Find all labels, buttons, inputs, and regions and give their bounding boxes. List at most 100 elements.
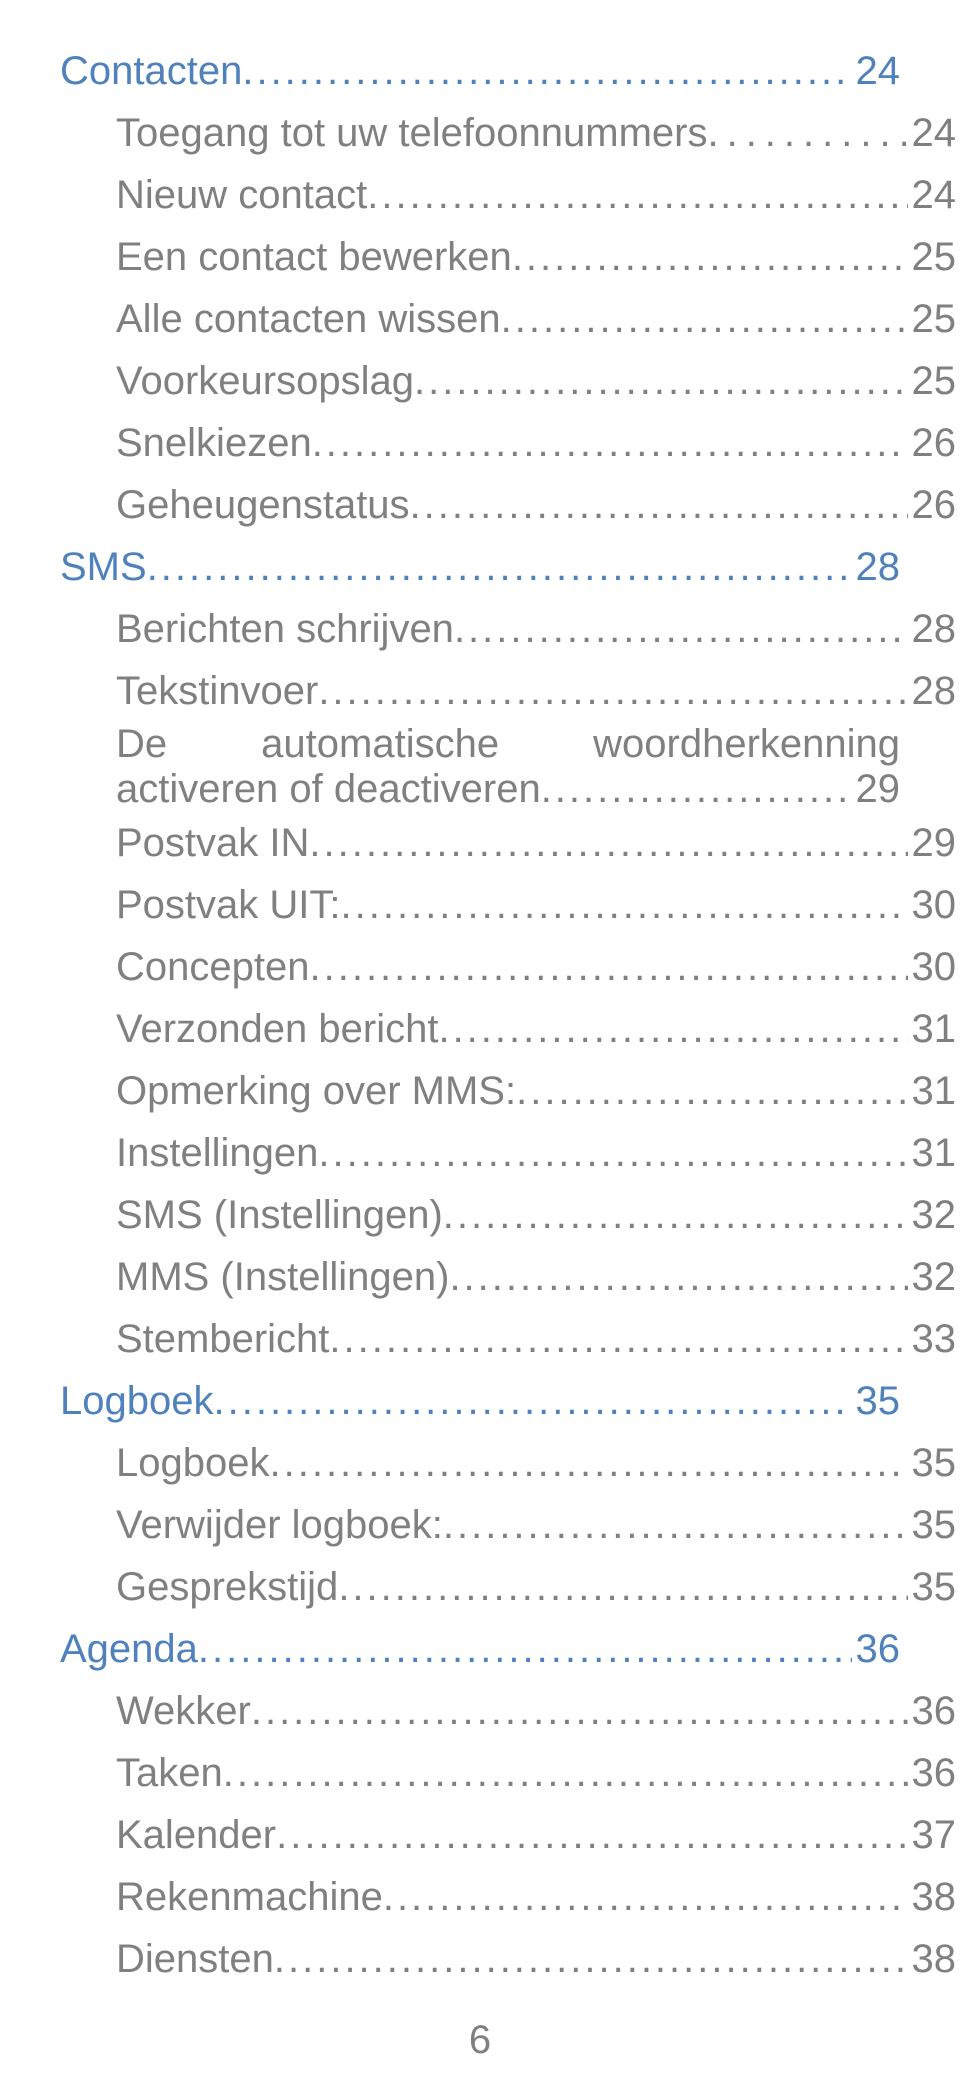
toc-page: 36 <box>908 1680 957 1742</box>
toc-page: 32 <box>908 1184 957 1246</box>
toc-page: 25 <box>908 226 957 288</box>
toc-leader: ........................................… <box>454 598 908 660</box>
toc-page: 38 <box>908 1866 957 1928</box>
toc-leader: ........................................… <box>443 1494 908 1556</box>
toc-label: Wekker <box>116 1680 251 1742</box>
toc-leader: ........................................… <box>367 164 907 226</box>
toc-page: 28 <box>852 536 901 598</box>
toc-page: 36 <box>908 1742 957 1804</box>
toc-leader: ........................................… <box>242 40 851 102</box>
toc-label: Snelkiezen <box>116 412 312 474</box>
toc-leader: ........................................… <box>516 1060 907 1122</box>
toc-entry: SMS (Instellingen)......................… <box>116 1184 956 1246</box>
toc-label: Rekenmachine <box>116 1866 383 1928</box>
toc-entry: Stembericht.............................… <box>116 1308 956 1370</box>
toc-leader: ........................................… <box>251 1680 908 1742</box>
toc-entry: Instellingen............................… <box>116 1122 956 1184</box>
toc-leader: ........................................… <box>213 1370 851 1432</box>
toc-label: Contacten <box>60 40 242 102</box>
toc-entry: Nieuw contact...........................… <box>116 164 956 226</box>
toc-page: 24 <box>852 40 901 102</box>
toc-page: 35 <box>908 1556 957 1618</box>
toc-entry-heading: SMS.....................................… <box>60 536 900 598</box>
toc-entry: Snelkiezen..............................… <box>116 412 956 474</box>
toc-leader: ........................................… <box>443 1184 908 1246</box>
toc-entry: MMS (Instellingen)......................… <box>116 1246 956 1308</box>
toc-entry: Tekstinvoer.............................… <box>116 660 956 722</box>
toc-entry: Postvak UIT:............................… <box>116 874 956 936</box>
toc-label: Logboek <box>116 1432 269 1494</box>
toc-page: 38 <box>908 1928 957 1990</box>
toc-leader: ........................................… <box>318 1122 907 1184</box>
toc-label: Tekstinvoer <box>116 660 318 722</box>
toc-page: 31 <box>908 998 957 1060</box>
toc-page: 25 <box>908 350 957 412</box>
toc-leader: ........................................… <box>269 1432 907 1494</box>
toc-page: 32 <box>908 1246 957 1308</box>
toc-page: 37 <box>908 1804 957 1866</box>
toc-leader: ........................................… <box>276 1804 907 1866</box>
toc-label: Verzonden bericht <box>116 998 438 1060</box>
toc-label: Logboek <box>60 1370 213 1432</box>
toc-label: Berichten schrijven <box>116 598 454 660</box>
toc-leader: ........................................… <box>707 102 907 164</box>
toc-label: Kalender <box>116 1804 276 1866</box>
toc-entry: Diensten................................… <box>116 1928 956 1990</box>
toc-leader: ........................................… <box>223 1742 908 1804</box>
toc-page: 33 <box>908 1308 957 1370</box>
toc-leader: ........................................… <box>309 812 907 874</box>
toc-leader: ........................................… <box>341 874 908 936</box>
toc-page: 30 <box>908 936 957 998</box>
toc-label: Opmerking over MMS: <box>116 1060 516 1122</box>
toc-entry: Wekker..................................… <box>116 1680 956 1742</box>
toc-leader: ........................................… <box>438 998 907 1060</box>
toc-page: 29 <box>852 767 901 812</box>
toc-leader: ........................................… <box>410 474 908 536</box>
toc-entry: Concepten...............................… <box>116 936 956 998</box>
toc-entry: Geheugenstatus..........................… <box>116 474 956 536</box>
toc-label: MMS (Instellingen) <box>116 1246 449 1308</box>
toc-label: Diensten <box>116 1928 274 1990</box>
toc-label: Alle contacten wissen <box>116 288 501 350</box>
toc-page: 35 <box>908 1432 957 1494</box>
toc-leader: ........................................… <box>198 1618 852 1680</box>
toc-label: Geheugenstatus <box>116 474 410 536</box>
toc-entry-line2: activeren of deactiveren................… <box>116 767 900 812</box>
toc-page: 29 <box>908 812 957 874</box>
toc-label: Toegang tot uw telefoonnummers <box>116 102 707 164</box>
toc-label: Postvak UIT: <box>116 874 341 936</box>
toc-page: 35 <box>852 1370 901 1432</box>
toc-entry: Rekenmachine............................… <box>116 1866 956 1928</box>
toc-entry: Alle contacten wissen...................… <box>116 288 956 350</box>
toc-entry: Voorkeursopslag.........................… <box>116 350 956 412</box>
toc-leader: ........................................… <box>274 1928 908 1990</box>
toc-entry: Opmerking over MMS:.....................… <box>116 1060 956 1122</box>
toc-label: Postvak IN <box>116 812 309 874</box>
page-number: 6 <box>60 2018 900 2063</box>
toc-leader: ........................................… <box>318 660 907 722</box>
toc-leader: ........................................… <box>414 350 908 412</box>
toc-page: 28 <box>908 598 957 660</box>
toc-label: Agenda <box>60 1618 198 1680</box>
toc-label-part: automatische <box>261 722 499 767</box>
toc-label: Gesprekstijd <box>116 1556 338 1618</box>
toc-page: 26 <box>908 412 957 474</box>
page-number-value: 6 <box>469 2018 491 2062</box>
toc-entry-line1: Deautomatischewoordherkenning <box>116 722 900 767</box>
toc-label: Voorkeursopslag <box>116 350 414 412</box>
toc-leader: ........................................… <box>338 1556 907 1618</box>
toc-entry: Berichten schrijven.....................… <box>116 598 956 660</box>
toc-entry: Gesprekstijd............................… <box>116 1556 956 1618</box>
toc-page: 28 <box>908 660 957 722</box>
toc-label: Instellingen <box>116 1122 318 1184</box>
toc-entry: Deautomatischewoordherkenningactiveren o… <box>116 722 900 812</box>
toc-entry-heading: Contacten...............................… <box>60 40 900 102</box>
toc-leader: ........................................… <box>512 226 908 288</box>
toc-entry: Kalender................................… <box>116 1804 956 1866</box>
toc-entry-heading: Agenda..................................… <box>60 1618 900 1680</box>
toc-label: Taken <box>116 1742 223 1804</box>
toc-leader: ........................................… <box>383 1866 908 1928</box>
toc-page: 31 <box>908 1122 957 1184</box>
toc-page: 24 <box>908 102 957 164</box>
toc-leader: ........................................… <box>501 288 908 350</box>
